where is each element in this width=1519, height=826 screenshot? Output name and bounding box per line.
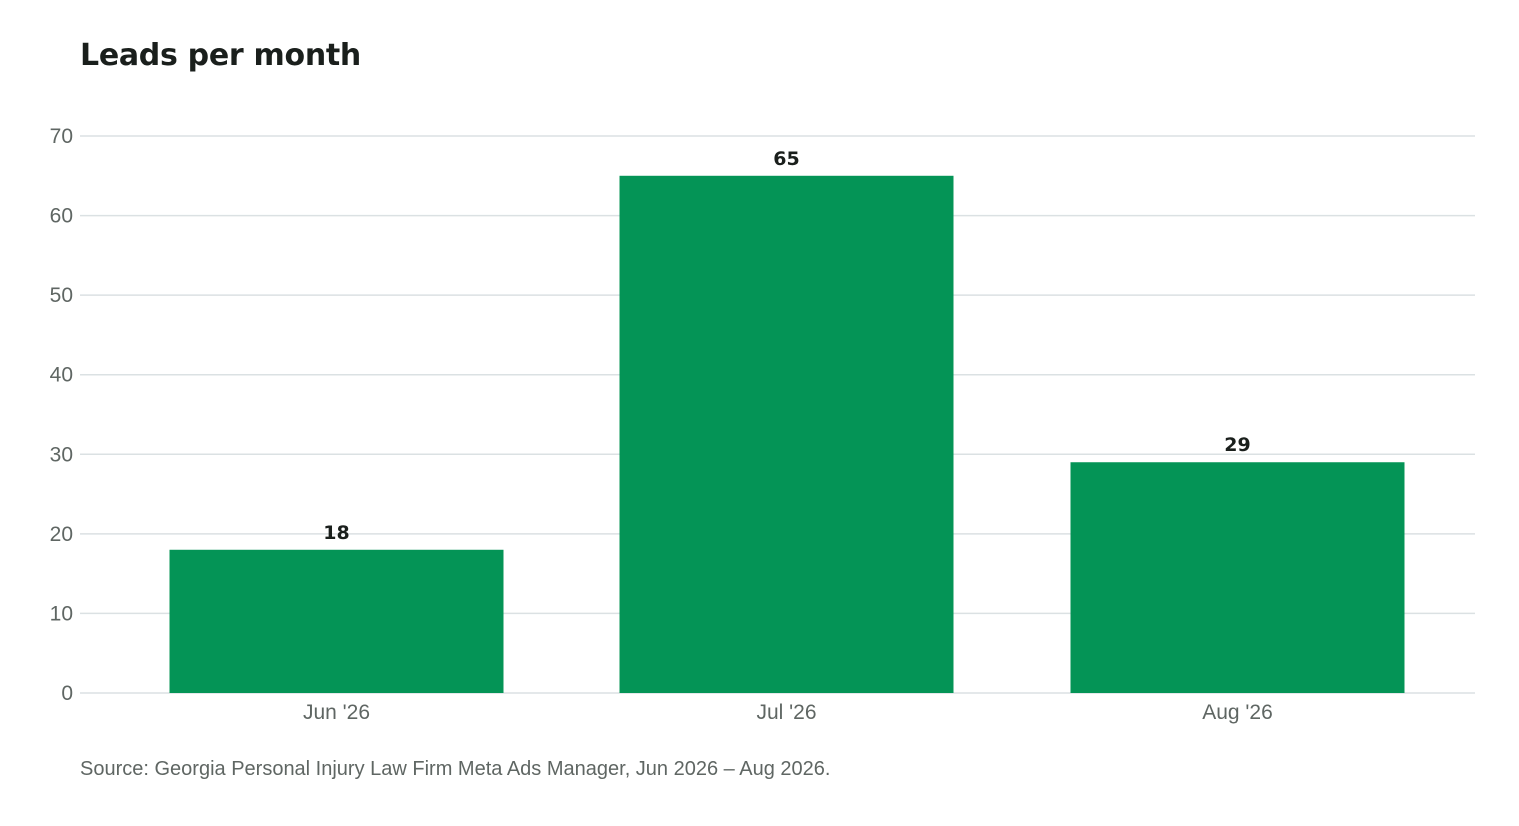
- y-tick-label: 70: [50, 125, 73, 148]
- data-label: 29: [1224, 434, 1250, 456]
- y-tick-label: 50: [50, 284, 73, 307]
- bar-0: [169, 549, 504, 693]
- bars: [169, 175, 1405, 694]
- data-label: 18: [323, 522, 349, 544]
- data-label: 65: [773, 148, 799, 170]
- bar-2: [1070, 462, 1405, 693]
- chart-title: Leads per month: [80, 38, 361, 73]
- source-note: Source: Georgia Personal Injury Law Firm…: [80, 758, 831, 780]
- y-tick-label: 30: [50, 443, 73, 466]
- data-labels: 18 65 29: [323, 148, 1250, 544]
- y-tick-label: 0: [61, 682, 73, 705]
- y-tick-label: 20: [50, 523, 73, 546]
- x-category-label: Aug '26: [1202, 701, 1273, 724]
- y-tick-label: 10: [50, 602, 73, 625]
- y-tick-label: 40: [50, 364, 73, 387]
- bar-1: [619, 175, 954, 694]
- y-tick-label: 60: [50, 205, 73, 228]
- y-axis-ticks: 0 10 20 30 40 50 60 70: [50, 125, 73, 705]
- x-category-label: Jun '26: [303, 701, 370, 724]
- x-category-label: Jul '26: [756, 701, 816, 724]
- x-axis-labels: Jun '26 Jul '26 Aug '26: [303, 701, 1273, 724]
